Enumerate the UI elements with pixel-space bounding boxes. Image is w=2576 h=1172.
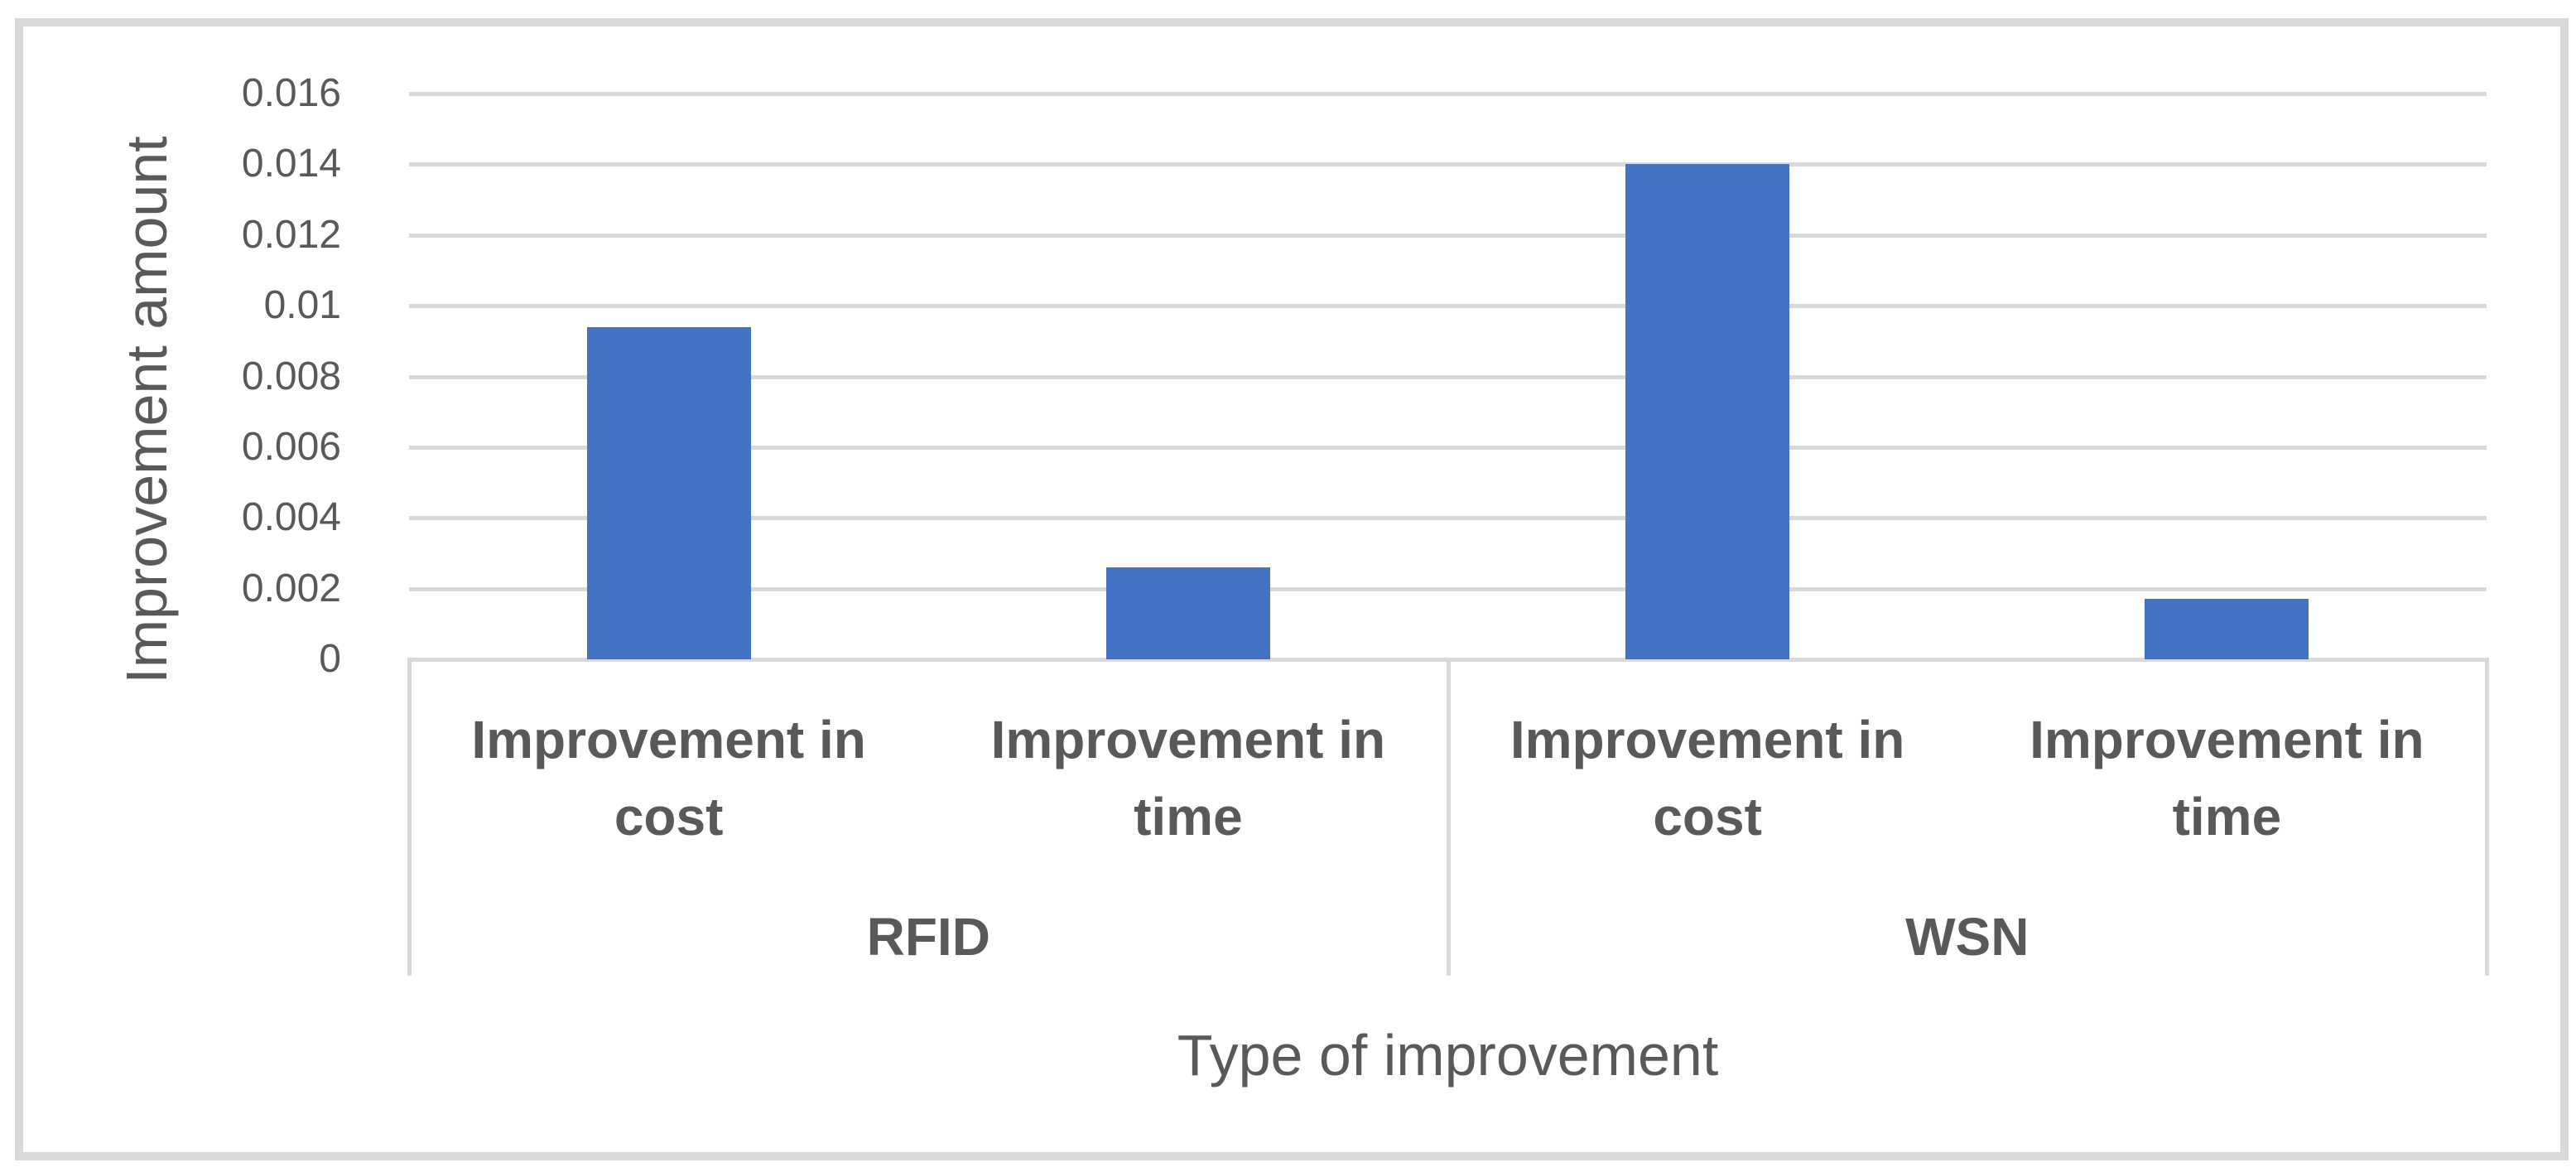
category-label: Improvement in cost bbox=[1448, 660, 1967, 897]
gridline bbox=[409, 586, 2487, 591]
gridline bbox=[409, 445, 2487, 450]
chart-border bbox=[15, 18, 2569, 1160]
category-label-text: Improvement in time bbox=[2030, 710, 2424, 846]
gridline bbox=[409, 516, 2487, 521]
group-label: RFID bbox=[866, 906, 990, 967]
category-label: Improvement in cost bbox=[409, 660, 928, 897]
category-axis-separator bbox=[407, 658, 412, 976]
y-tick-label: 0.008 bbox=[241, 354, 341, 398]
y-tick-label: 0.006 bbox=[241, 424, 341, 469]
group-label: WSN bbox=[1905, 906, 2030, 967]
x-axis-title: Type of improvement bbox=[1177, 1023, 1719, 1088]
gridline bbox=[409, 92, 2487, 96]
category-label-text: Improvement in cost bbox=[1509, 710, 1905, 846]
y-tick-label: 0.002 bbox=[241, 566, 341, 610]
y-tick-label: 0.004 bbox=[241, 495, 341, 540]
gridline bbox=[409, 304, 2487, 309]
category-label: Improvement in time bbox=[1967, 660, 2487, 897]
y-tick-label: 0.014 bbox=[241, 142, 341, 186]
y-tick-label: 0.016 bbox=[241, 71, 341, 115]
category-label: Improvement in time bbox=[928, 660, 1447, 897]
gridline bbox=[409, 374, 2487, 379]
y-tick-label: 0.01 bbox=[263, 283, 341, 328]
bar bbox=[2145, 599, 2309, 659]
category-label-text: Improvement in cost bbox=[471, 710, 866, 846]
category-axis-separator bbox=[1446, 658, 1451, 976]
gridline bbox=[409, 233, 2487, 238]
bar bbox=[586, 326, 751, 659]
y-tick-label: 0.012 bbox=[241, 212, 341, 257]
gridline bbox=[409, 162, 2487, 167]
category-label-text: Improvement in time bbox=[990, 710, 1386, 846]
y-tick-label: 0 bbox=[319, 637, 341, 681]
category-axis-separator bbox=[2485, 658, 2489, 976]
bar bbox=[1105, 567, 1270, 659]
bar bbox=[1625, 164, 1790, 659]
